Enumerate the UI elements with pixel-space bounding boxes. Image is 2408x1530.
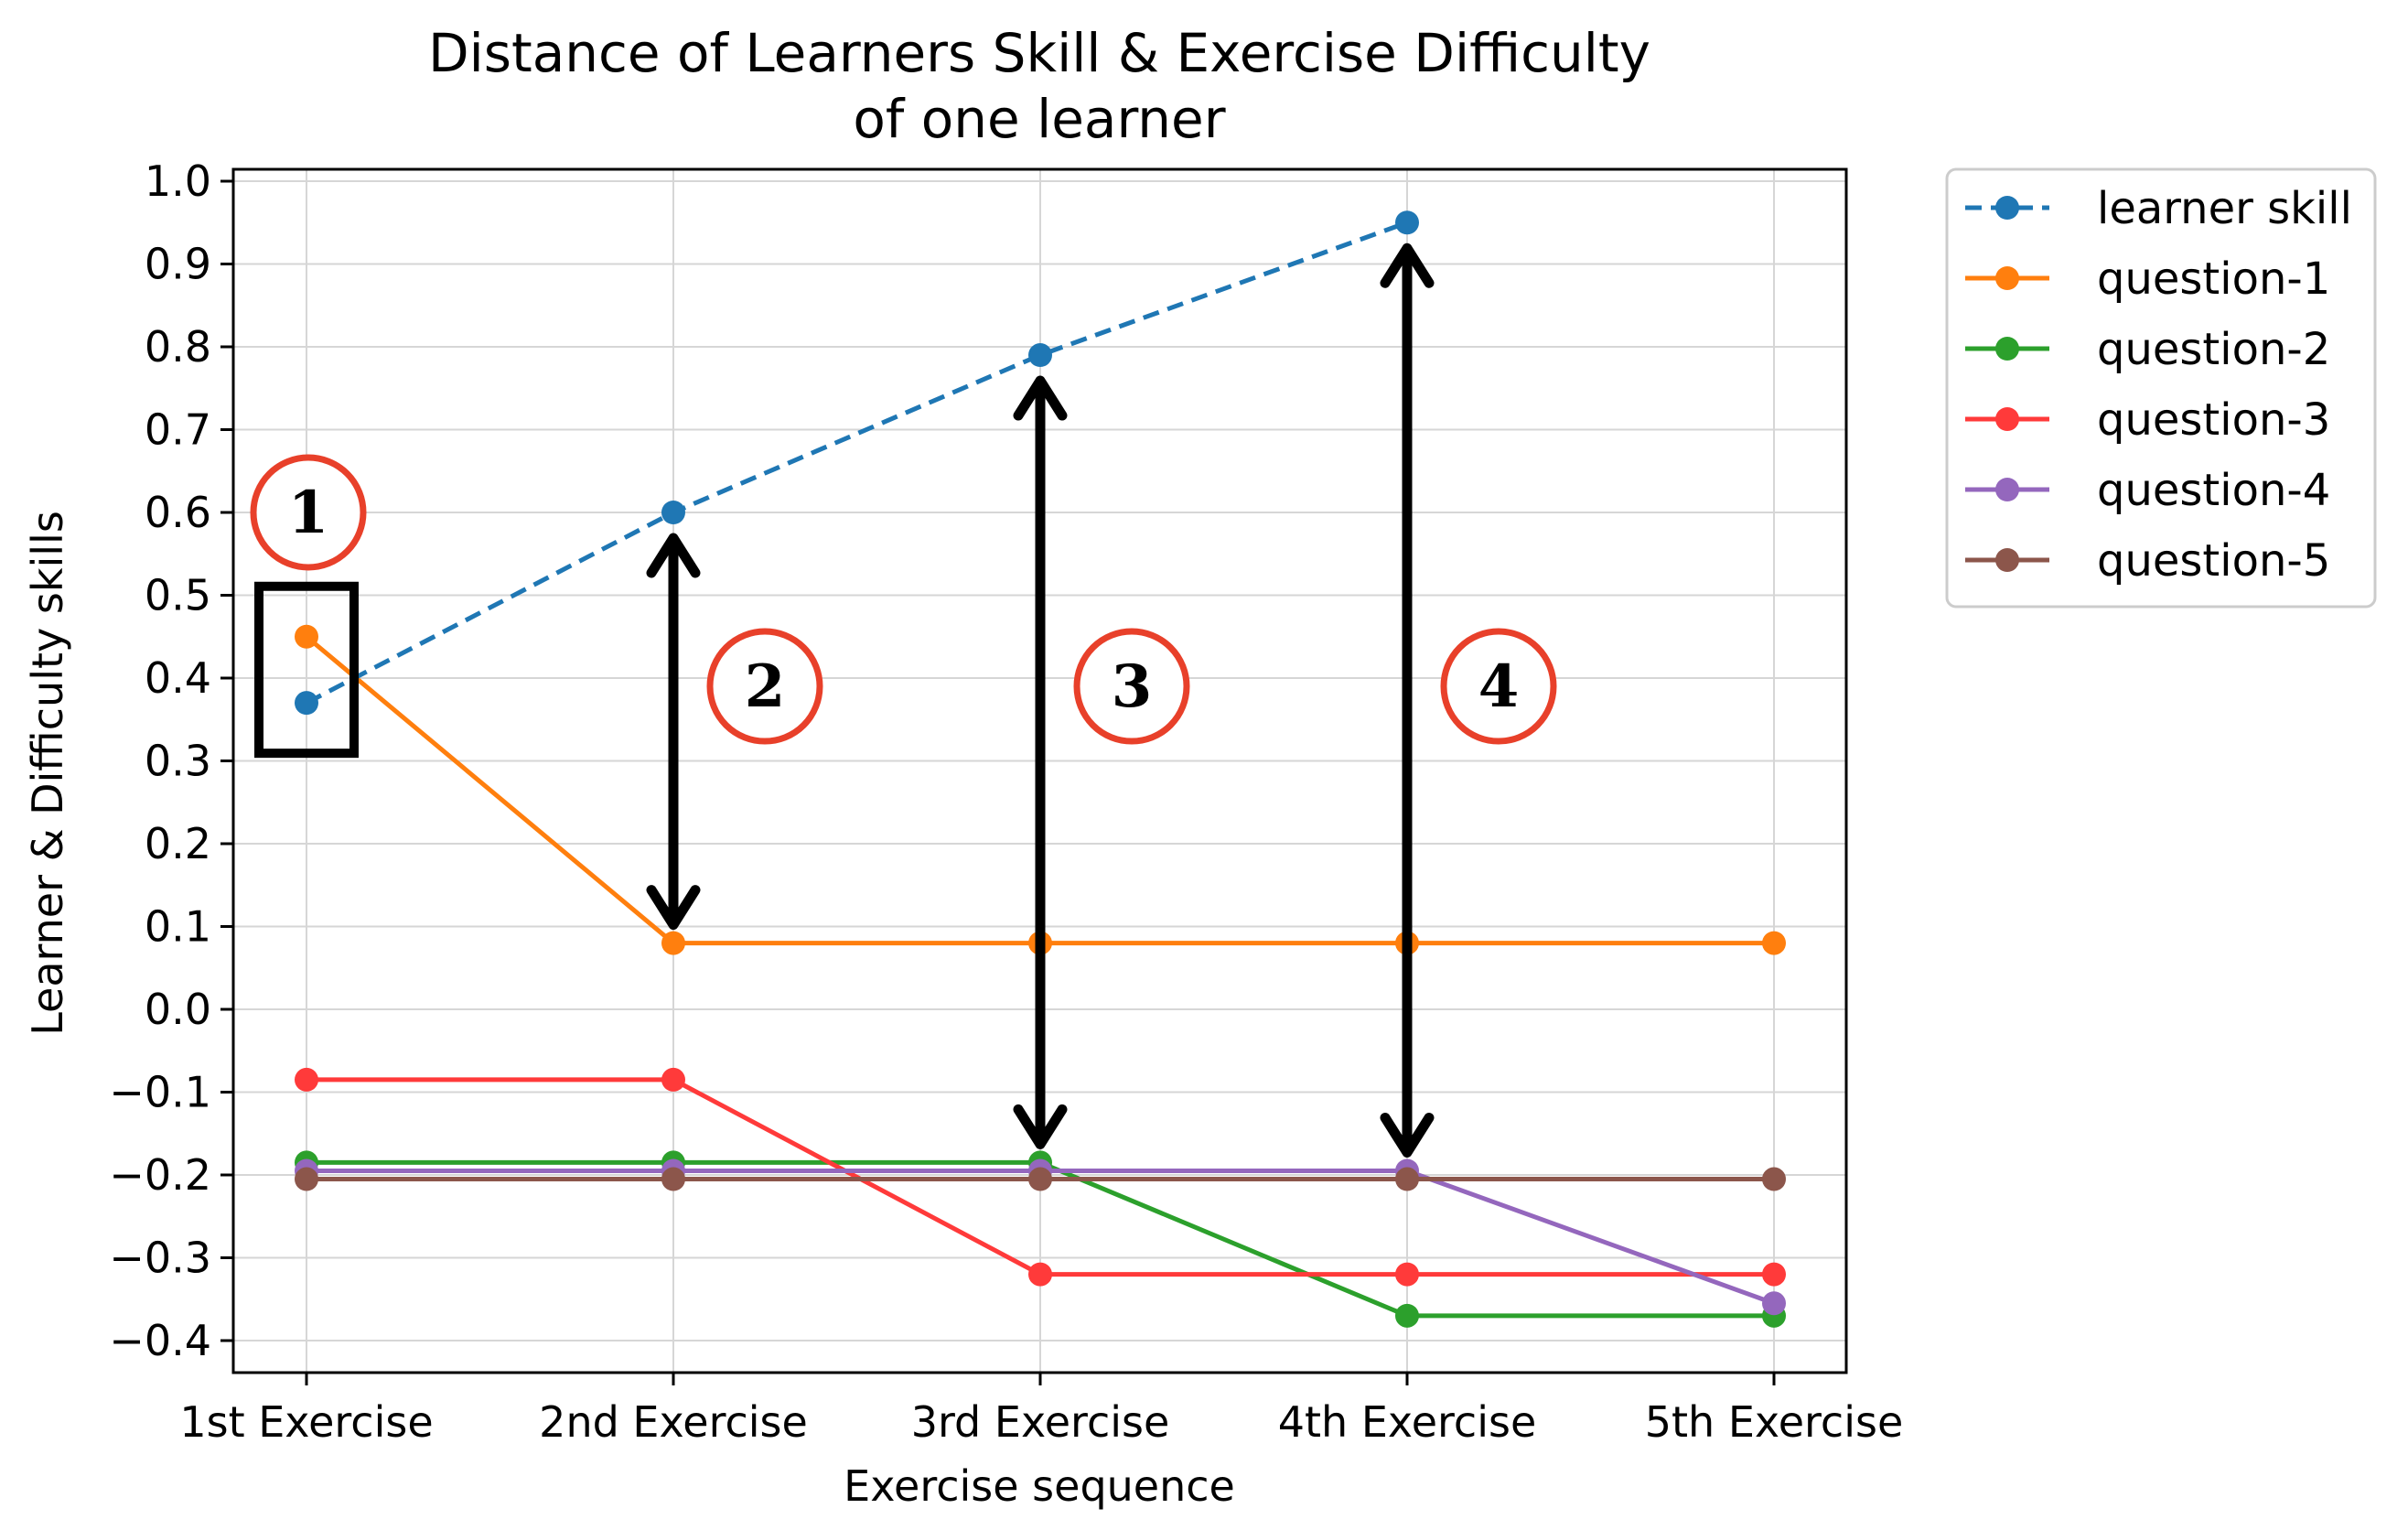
annotation-marker-4: 4 xyxy=(1440,628,1557,745)
data-point xyxy=(1762,1167,1786,1191)
data-point xyxy=(1395,1262,1419,1287)
legend-item-question-5: question-5 xyxy=(1965,535,2330,587)
series-question-3 xyxy=(295,1067,1786,1287)
y-tick-label: −0.4 xyxy=(109,1316,211,1365)
data-point xyxy=(295,691,318,716)
annotations: 1 2 3 4 xyxy=(250,242,1557,1158)
annotation-marker-3: 3 xyxy=(1073,628,1190,745)
series-question-5 xyxy=(295,1167,1786,1191)
legend-item-question-3: question-3 xyxy=(1965,394,2330,446)
chart-title: Distance of Learners Skill & Exercise Di… xyxy=(428,22,1650,84)
data-point xyxy=(661,1067,685,1092)
y-tick-label: 0.1 xyxy=(145,902,211,952)
legend-item-question-4: question-4 xyxy=(1965,465,2330,516)
distance-arrow xyxy=(1013,375,1068,1149)
annotation-number: 3 xyxy=(1112,652,1153,721)
distance-arrow xyxy=(646,533,701,931)
legend-label: question-4 xyxy=(2097,465,2330,516)
legend: learner skill question-1 question-2 questio… xyxy=(1945,167,2377,609)
data-point xyxy=(295,1167,318,1191)
y-tick-label: −0.1 xyxy=(109,1068,211,1117)
y-tick-label: 0.9 xyxy=(145,240,211,289)
x-tick-label: 3rd Exercise xyxy=(911,1397,1170,1447)
annotation-circle xyxy=(1073,628,1190,745)
y-tick-label: 0.4 xyxy=(145,653,211,703)
annotation-circle xyxy=(706,628,823,745)
y-tick-label: 0.6 xyxy=(145,488,211,537)
y-tick-label: 0.5 xyxy=(145,571,211,620)
legend-label: question-5 xyxy=(2097,535,2330,587)
arrow-head-up xyxy=(1380,242,1435,288)
data-point xyxy=(661,501,685,524)
plot-frame xyxy=(231,167,1848,1374)
x-tick-label: 1st Exercise xyxy=(179,1397,433,1447)
y-tick-label: 0.3 xyxy=(145,737,211,786)
arrow-head-down xyxy=(1380,1112,1435,1158)
legend-label: question-2 xyxy=(2097,324,2330,375)
data-point xyxy=(1395,1303,1419,1328)
data-point xyxy=(1028,343,1052,368)
legend-marker xyxy=(1995,478,2019,501)
distance-arrow xyxy=(1380,242,1435,1158)
annotation-marker-2: 2 xyxy=(706,628,823,745)
highlight-box xyxy=(254,581,359,759)
data-point xyxy=(1028,1262,1052,1287)
series-learner-skill xyxy=(295,210,1419,716)
axis-ticks: 1.0 0.9 0.8 0.7 0.6 0.5 0.4 0.3 0.2 0.1 0.0 −0.1 −0.… xyxy=(109,156,1903,1447)
legend-item-learner-skill: learner skill xyxy=(1965,183,2352,234)
x-tick-label: 2nd Exercise xyxy=(539,1397,808,1447)
y-tick-label: 0.0 xyxy=(145,985,211,1034)
legend-marker xyxy=(1995,337,2019,361)
annotation-marker-1: 1 xyxy=(250,454,367,571)
annotation-number: 4 xyxy=(1478,652,1520,721)
legend-marker xyxy=(1995,196,2019,220)
data-point xyxy=(1762,931,1786,955)
y-tick-label: 0.7 xyxy=(145,405,211,455)
legend-label: learner skill xyxy=(2097,183,2352,234)
data-point xyxy=(295,624,318,649)
data-point xyxy=(661,1167,685,1191)
data-point xyxy=(661,931,685,955)
arrow-head-down xyxy=(646,885,701,931)
legend-item-question-1: question-1 xyxy=(1965,253,2330,305)
legend-frame xyxy=(1945,167,2377,609)
y-axis-label: Learner & Difficulty skills xyxy=(23,511,72,1036)
y-tick-label: −0.2 xyxy=(109,1150,211,1200)
annotation-number: 2 xyxy=(745,652,786,721)
data-point xyxy=(1762,1291,1786,1316)
arrow-head-up xyxy=(646,533,701,578)
legend-marker xyxy=(1995,548,2019,572)
legend-label: question-1 xyxy=(2097,253,2330,305)
data-point xyxy=(1028,1167,1052,1191)
x-tick-label: 5th Exercise xyxy=(1645,1397,1904,1447)
legend-marker xyxy=(1995,407,2019,431)
y-tick-label: −0.3 xyxy=(109,1234,211,1283)
y-tick-label: 0.2 xyxy=(145,819,211,868)
annotation-circle xyxy=(250,454,367,571)
y-tick-label: 0.8 xyxy=(145,322,211,372)
x-tick-label: 4th Exercise xyxy=(1278,1397,1537,1447)
y-tick-label: 1.0 xyxy=(145,156,211,206)
annotation-number: 1 xyxy=(288,479,329,547)
annotation-circle xyxy=(1440,628,1557,745)
chart-subtitle: of one learner xyxy=(853,88,1225,150)
data-point xyxy=(1395,210,1419,235)
legend-marker xyxy=(1995,266,2019,290)
legend-item-question-2: question-2 xyxy=(1965,324,2330,375)
arrow-head-up xyxy=(1013,375,1068,421)
arrow-head-down xyxy=(1013,1104,1068,1149)
data-point xyxy=(1762,1262,1786,1287)
data-point xyxy=(1395,1167,1419,1191)
series-line xyxy=(305,220,1408,706)
data-point xyxy=(295,1067,318,1092)
x-axis-label: Exercise sequence xyxy=(844,1461,1235,1511)
legend-label: question-3 xyxy=(2097,394,2330,446)
